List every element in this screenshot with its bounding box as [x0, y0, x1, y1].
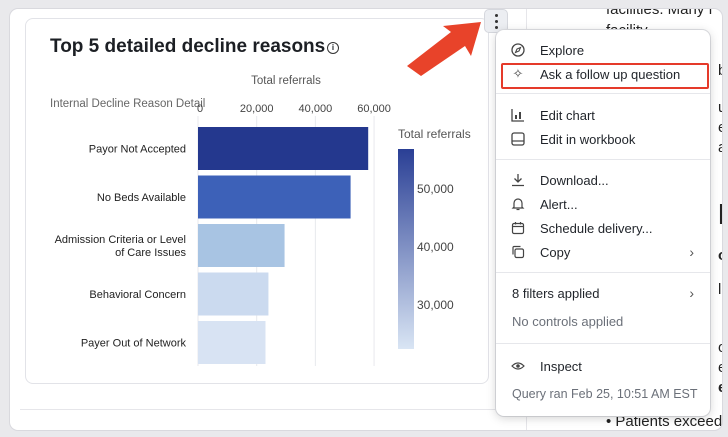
menu-item-copy[interactable]: Copy ›	[496, 240, 710, 264]
menu-item-edit-in-workbook[interactable]: Edit in workbook	[496, 127, 710, 151]
category-label: Behavioral Concern	[89, 289, 186, 301]
controls-label: No controls applied	[512, 313, 624, 329]
workbook-icon	[510, 131, 526, 147]
category-label: Admission Criteria or Level	[55, 234, 186, 246]
section-divider	[20, 409, 510, 410]
info-icon[interactable]: i	[327, 42, 339, 54]
menu-item-explore[interactable]: Explore	[496, 38, 710, 62]
bg-text: l	[718, 281, 722, 298]
controls-status: No controls applied	[496, 309, 710, 333]
legend-colorbar	[398, 149, 414, 349]
menu-item-label: Ask a follow up question	[540, 66, 681, 82]
bar	[198, 127, 369, 170]
pointer-arrow-annotation	[407, 22, 481, 76]
download-icon	[510, 172, 526, 188]
filters-label: 8 filters applied	[512, 285, 600, 301]
sparkle-icon: ✧	[512, 66, 524, 81]
context-menu: Explore ✧ Ask a follow up question Edit …	[496, 30, 710, 416]
bg-text: b	[718, 62, 722, 79]
menu-item-label: Edit chart	[540, 107, 595, 123]
chevron-right-icon: ›	[689, 285, 694, 301]
highlight-box-annotation	[501, 63, 709, 89]
bar	[198, 321, 266, 364]
query-timestamp-label: Query ran Feb 25, 10:51 AM EST	[512, 387, 698, 401]
menu-item-label: Edit in workbook	[540, 131, 636, 147]
calendar-icon	[510, 220, 526, 236]
chart-title: Top 5 detailed decline reasons	[50, 36, 326, 57]
menu-item-label: Download...	[540, 172, 609, 188]
menu-separator	[496, 159, 710, 160]
y-axis-title: Internal Decline Reason Detail	[50, 98, 205, 110]
menu-item-filters[interactable]: 8 filters applied ›	[496, 281, 710, 305]
menu-separator	[496, 343, 710, 344]
bg-text: ui	[718, 99, 722, 116]
menu-separator	[496, 272, 710, 273]
menu-item-schedule-delivery[interactable]: Schedule delivery...	[496, 216, 710, 240]
bar	[198, 224, 285, 267]
bar	[198, 175, 351, 219]
menu-item-alert[interactable]: Alert...	[496, 192, 710, 216]
menu-item-ask-follow-up[interactable]: ✧ Ask a follow up question	[496, 62, 710, 86]
menu-item-label: Inspect	[540, 358, 582, 374]
menu-item-download[interactable]: Download...	[496, 168, 710, 192]
category-label: No Beds Available	[97, 192, 186, 204]
category-label: Payor Not Accepted	[89, 144, 186, 156]
menu-item-inspect[interactable]: Inspect	[496, 354, 710, 378]
legend-tick-label: 40,000	[417, 240, 454, 254]
bg-text: e	[718, 119, 722, 136]
menu-item-label: Alert...	[540, 196, 578, 212]
compass-icon	[510, 42, 526, 58]
category-label: Payer Out of Network	[81, 338, 187, 350]
bg-text: av	[718, 139, 722, 156]
menu-item-label: Copy	[540, 244, 571, 260]
menu-item-edit-chart[interactable]: Edit chart	[496, 103, 710, 127]
chart-icon	[510, 107, 526, 123]
x-axis-title: Total referrals	[251, 75, 321, 87]
bg-text: e	[718, 379, 722, 396]
legend-tick-label: 30,000	[417, 298, 454, 312]
x-tick-label: 60,000	[357, 103, 391, 115]
kebab-icon	[494, 12, 498, 30]
bg-text: Patients exceedin	[615, 413, 722, 430]
x-tick-label: 20,000	[240, 103, 274, 115]
bell-icon	[510, 196, 526, 212]
bar	[198, 272, 269, 316]
copy-icon	[510, 244, 526, 260]
more-options-button[interactable]	[484, 9, 508, 33]
x-tick-label: 40,000	[299, 103, 333, 115]
bg-text: or	[718, 247, 722, 264]
menu-item-label: Schedule delivery...	[540, 220, 653, 236]
legend-tick-label: 50,000	[417, 182, 454, 196]
bg-text: facilities. Many f	[606, 9, 713, 18]
eye-icon	[510, 358, 526, 374]
query-timestamp: Query ran Feb 25, 10:51 AM EST	[496, 382, 710, 406]
bg-text: h	[718, 199, 722, 231]
bg-text: ou	[718, 339, 722, 356]
menu-separator	[496, 93, 710, 94]
category-label: of Care Issues	[115, 247, 186, 259]
bg-bullet: • Patients exceedin	[606, 413, 722, 430]
chevron-right-icon: ›	[689, 244, 694, 260]
legend-title: Total referrals	[398, 127, 471, 141]
x-tick-label: 0	[197, 103, 203, 115]
bg-text: e	[718, 359, 722, 376]
menu-item-label: Explore	[540, 42, 585, 58]
